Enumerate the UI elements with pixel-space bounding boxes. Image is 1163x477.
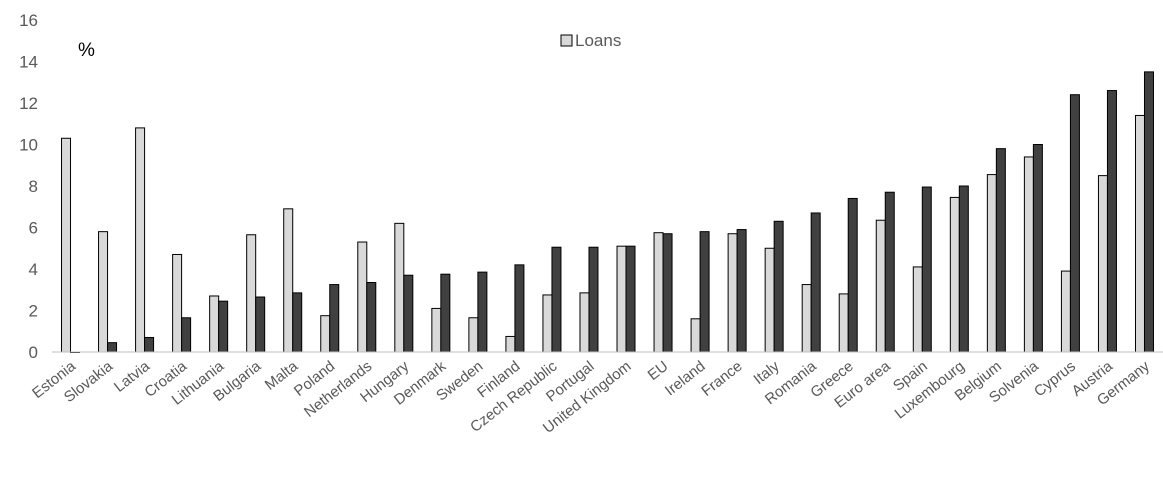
bar-loans-finland xyxy=(505,335,516,353)
bar-series-2-germany xyxy=(1143,71,1154,353)
x-tick-label: Ireland xyxy=(662,358,709,400)
bar-series-2-netherlands xyxy=(366,281,377,353)
bar-series-2-finland xyxy=(514,264,525,353)
bar-series-2-czech-republic xyxy=(551,246,562,353)
x-tick-label: France xyxy=(698,358,745,400)
bar-loans-hungary xyxy=(394,222,405,353)
bar-series-2-belgium xyxy=(995,148,1006,353)
bar-series-2-bulgaria xyxy=(255,296,266,353)
bar-loans-sweden xyxy=(468,317,479,353)
bar-loans-malta xyxy=(283,208,294,353)
bar-loans-estonia xyxy=(61,137,72,353)
bar-series-2-slovakia xyxy=(107,342,118,353)
bar-loans-romania xyxy=(801,284,812,353)
bar-loans-poland xyxy=(320,315,331,353)
y-tick-label: 6 xyxy=(29,219,38,238)
bar-loans-greece xyxy=(838,293,849,353)
y-tick-label: 8 xyxy=(29,177,38,196)
bar-series-2-portugal xyxy=(588,246,599,353)
x-tick-label: Cyprus xyxy=(1031,358,1079,401)
bar-series-2-hungary xyxy=(403,274,414,353)
bar-series-2-cyprus xyxy=(1069,94,1080,353)
bar-loans-euro-area xyxy=(875,219,886,353)
bar-series-2-sweden xyxy=(477,271,488,353)
bar-series-2-romania xyxy=(810,212,821,353)
bar-loans-united-kingdom xyxy=(616,245,627,353)
bar-loans-germany xyxy=(1134,114,1145,353)
bar-series-2-france xyxy=(736,229,747,353)
bar-series-2-solvenia xyxy=(1032,144,1043,353)
bar-series-2-ireland xyxy=(699,231,710,353)
bar-loans-slovakia xyxy=(98,231,109,353)
bar-loans-eu xyxy=(653,232,664,353)
bar-loans-croatia xyxy=(172,253,183,353)
x-axis-labels: EstoniaSlovakiaLatviaCroatiaLithuaniaBul… xyxy=(29,357,1153,437)
y-tick-label: 0 xyxy=(29,343,38,362)
bar-loans-italy xyxy=(764,247,775,353)
bar-series-2-luxembourg xyxy=(958,185,969,353)
bar-loans-latvia xyxy=(135,127,146,353)
y-tick-label: 16 xyxy=(19,11,38,30)
bar-series-2-spain xyxy=(921,186,932,353)
bar-series-2-italy xyxy=(773,220,784,353)
y-tick-label: 4 xyxy=(29,260,38,279)
bar-loans-luxembourg xyxy=(949,196,960,353)
y-tick-label: 2 xyxy=(29,302,38,321)
bar-series-2-greece xyxy=(847,197,858,353)
bar-series-2-united-kingdom xyxy=(625,245,636,353)
y-tick-label: 14 xyxy=(19,53,38,72)
y-axis: 0 2 4 6 8 10 12 14 16 xyxy=(19,11,38,362)
bar-series-2-eu xyxy=(662,233,673,353)
legend-label-loans: Loans xyxy=(575,31,621,50)
legend-swatch-loans xyxy=(560,34,573,47)
bar-loans-belgium xyxy=(986,174,997,353)
bar-loans-solvenia xyxy=(1023,156,1034,353)
bar-series-2-austria xyxy=(1106,90,1117,353)
bar-loans-cyprus xyxy=(1060,270,1071,353)
bar-loans-czech-republic xyxy=(542,294,553,353)
y-tick-label: 12 xyxy=(19,94,38,113)
bar-loans-spain xyxy=(912,266,923,353)
bar-loans-france xyxy=(727,233,738,353)
bar-loans-austria xyxy=(1097,175,1108,353)
bar-series-2-poland xyxy=(329,284,340,353)
bar-series-2-latvia xyxy=(144,336,155,353)
bar-loans-denmark xyxy=(431,307,442,353)
bar-loans-netherlands xyxy=(357,241,368,353)
bars xyxy=(61,71,1154,353)
y-tick-label: 10 xyxy=(19,136,38,155)
bar-series-2-lithuania xyxy=(218,300,229,353)
bar-series-2-denmark xyxy=(440,273,451,353)
bar-loans-bulgaria xyxy=(246,234,257,353)
bar-loans-lithuania xyxy=(209,295,220,353)
unit-label: % xyxy=(78,40,95,61)
bar-series-2-croatia xyxy=(181,317,192,353)
bar-series-2-euro-area xyxy=(884,191,895,353)
bar-loans-ireland xyxy=(690,318,701,353)
bar-loans-portugal xyxy=(579,292,590,353)
x-tick-label: EU xyxy=(645,358,672,384)
legend: Loans xyxy=(560,31,621,50)
bar-series-2-malta xyxy=(292,292,303,353)
